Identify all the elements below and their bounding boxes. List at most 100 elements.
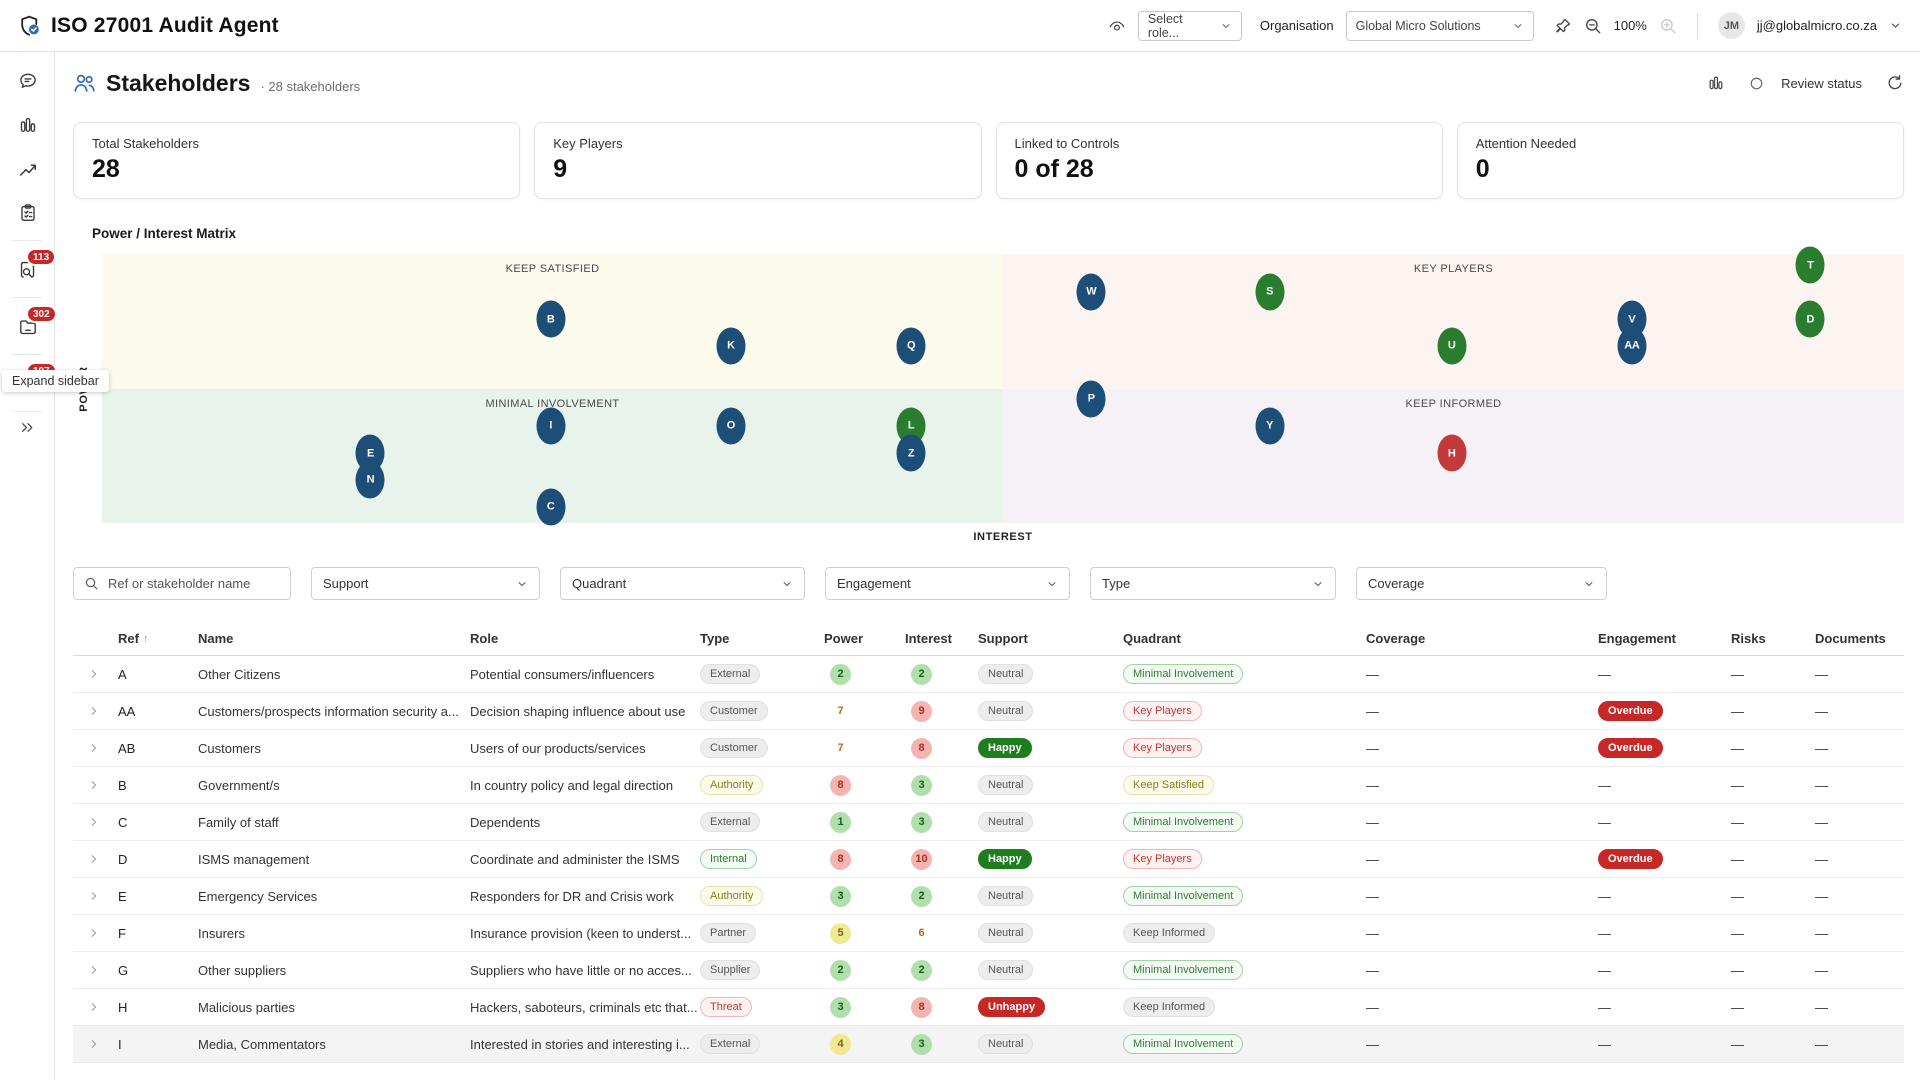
stakeholder-bubble-N[interactable]: N — [355, 461, 385, 499]
cell-interest: 3 — [905, 811, 978, 833]
column-label: Ref — [118, 631, 139, 646]
ref-value: AA — [118, 703, 136, 719]
expand-row-icon[interactable] — [87, 704, 101, 718]
stakeholder-bubble-U[interactable]: U — [1437, 327, 1467, 365]
search-input[interactable] — [106, 575, 286, 592]
cell-quadrant: Minimal Involvement — [1123, 812, 1366, 832]
sidebar-item-chat[interactable] — [0, 66, 55, 96]
expand-row-icon[interactable] — [87, 815, 101, 829]
header-cell-power[interactable]: Power — [824, 631, 905, 646]
table-row-F[interactable]: F Insurers Insurance provision (keen to un… — [73, 915, 1904, 952]
header-cell-support[interactable]: Support — [978, 631, 1123, 646]
header-cell-interest[interactable]: Interest — [905, 631, 978, 646]
empty-value: — — [1598, 666, 1611, 682]
stakeholder-bubble-D[interactable]: D — [1795, 300, 1825, 338]
ref-value: A — [118, 666, 127, 682]
cell-risks: — — [1731, 1000, 1815, 1015]
expand-row-icon[interactable] — [87, 778, 101, 792]
header-cell-quadrant[interactable]: Quadrant — [1123, 631, 1366, 646]
header-cell-coverage[interactable]: Coverage — [1366, 631, 1598, 646]
refresh-icon[interactable] — [1886, 74, 1904, 92]
stakeholder-bubble-AA[interactable]: AA — [1617, 327, 1647, 365]
table-row-C[interactable]: C Family of staff Dependents External 1 3 Neut… — [73, 804, 1904, 841]
ref-value: D — [118, 851, 128, 867]
stakeholder-bubble-T[interactable]: T — [1795, 246, 1825, 284]
stat-card-attention-needed: Attention Needed 0 — [1456, 122, 1904, 199]
stakeholder-bubble-W[interactable]: W — [1076, 273, 1106, 311]
expand-row-icon[interactable] — [87, 963, 101, 977]
organisation-select[interactable]: Global Micro Solutions — [1345, 10, 1534, 41]
stakeholder-bubble-Y[interactable]: Y — [1255, 407, 1285, 445]
table-row-AA[interactable]: AA Customers/prospects information securi… — [73, 693, 1904, 730]
user-email[interactable]: jj@globalmicro.co.za — [1756, 18, 1877, 33]
expand-row-icon[interactable] — [87, 667, 101, 681]
stakeholder-bubble-H[interactable]: H — [1437, 434, 1467, 472]
pin-icon[interactable] — [1554, 17, 1572, 35]
header-cell-ref[interactable]: Ref ↑ — [118, 631, 198, 646]
expand-sidebar-button[interactable] — [0, 419, 55, 436]
stakeholder-bubble-K[interactable]: K — [716, 327, 746, 365]
sidebar-item-bar-chart[interactable] — [0, 110, 55, 140]
table-row-H[interactable]: H Malicious parties Hackers, saboteurs, cr… — [73, 989, 1904, 1026]
bar-chart-icon — [18, 115, 38, 135]
table-row-A[interactable]: A Other Citizens Potential consumers/influ… — [73, 656, 1904, 693]
header-cell-documents[interactable]: Documents — [1815, 631, 1904, 646]
stat-card-label: Key Players — [553, 136, 623, 151]
sidebar-item-folder[interactable]: 302 — [0, 305, 57, 342]
stakeholder-bubble-S[interactable]: S — [1255, 273, 1285, 311]
stakeholder-bubble-Z[interactable]: Z — [896, 434, 926, 472]
sidebar-item-search-doc[interactable]: 113 — [0, 248, 57, 285]
stakeholder-bubble-O[interactable]: O — [716, 407, 746, 445]
support-chip: Neutral — [978, 775, 1034, 795]
expand-row-icon[interactable] — [87, 926, 101, 940]
expand-row-icon[interactable] — [87, 1000, 101, 1014]
ref-value: B — [118, 777, 127, 793]
filter-type[interactable]: Type — [1090, 567, 1336, 600]
table-row-G[interactable]: G Other suppliers Suppliers who have littl… — [73, 952, 1904, 989]
header-cell-name[interactable]: Name — [198, 631, 470, 646]
radio-circle-icon — [1749, 76, 1764, 91]
stakeholder-bubble-B[interactable]: B — [536, 300, 566, 338]
stakeholder-bubble-I[interactable]: I — [536, 407, 566, 445]
header-cell-type[interactable]: Type — [700, 631, 824, 646]
app-title: ISO 27001 Audit Agent — [51, 13, 279, 37]
interest-score: 8 — [911, 996, 932, 1018]
table-row-E[interactable]: E Emergency Services Responders for DR and… — [73, 878, 1904, 915]
review-status-toggle[interactable]: Review status — [1749, 76, 1862, 91]
filter-coverage[interactable]: Coverage — [1356, 567, 1607, 600]
cell-coverage: — — [1366, 926, 1598, 941]
cell-risks: — — [1731, 815, 1815, 830]
table-row-I[interactable]: I Media, Commentators Interested in storie… — [73, 1026, 1904, 1063]
zoom-out-icon[interactable] — [1584, 17, 1602, 35]
columns-icon[interactable] — [1707, 74, 1725, 92]
column-label: Documents — [1815, 631, 1886, 646]
chevron-down-icon — [1583, 578, 1595, 590]
stakeholder-bubble-C[interactable]: C — [536, 488, 566, 526]
filter-quadrant[interactable]: Quadrant — [560, 567, 805, 600]
chevron-down-icon[interactable] — [1889, 19, 1902, 32]
expand-row-icon[interactable] — [87, 889, 101, 903]
expand-row-icon[interactable] — [87, 852, 101, 866]
stakeholder-search[interactable] — [73, 567, 291, 600]
quadrant-chip: Key Players — [1123, 738, 1202, 758]
table-row-B[interactable]: B Government/s In country policy and legal… — [73, 767, 1904, 804]
filter-support[interactable]: Support — [311, 567, 540, 600]
sidebar-item-clipboard[interactable] — [0, 198, 55, 228]
sidebar-item-trend[interactable] — [0, 154, 55, 184]
header-cell-risks[interactable]: Risks — [1731, 631, 1815, 646]
expand-row-icon[interactable] — [87, 1037, 101, 1051]
preview-role-icon[interactable] — [1108, 17, 1126, 35]
avatar[interactable]: JM — [1717, 12, 1745, 39]
role-select[interactable]: Select role... — [1137, 10, 1242, 41]
stakeholder-bubble-Q[interactable]: Q — [896, 327, 926, 365]
search-doc-icon — [18, 260, 38, 280]
support-chip: Neutral — [978, 923, 1034, 943]
filter-engagement[interactable]: Engagement — [825, 567, 1070, 600]
table-row-AB[interactable]: AB Customers Users of our products/service… — [73, 730, 1904, 767]
expand-row-icon[interactable] — [87, 741, 101, 755]
header-cell-role[interactable]: Role — [470, 631, 700, 646]
stakeholder-bubble-P[interactable]: P — [1076, 380, 1106, 418]
zoom-in-icon[interactable] — [1659, 17, 1677, 35]
header-cell-engagement[interactable]: Engagement — [1598, 631, 1731, 646]
table-row-D[interactable]: D ISMS management Coordinate and administe… — [73, 841, 1904, 878]
